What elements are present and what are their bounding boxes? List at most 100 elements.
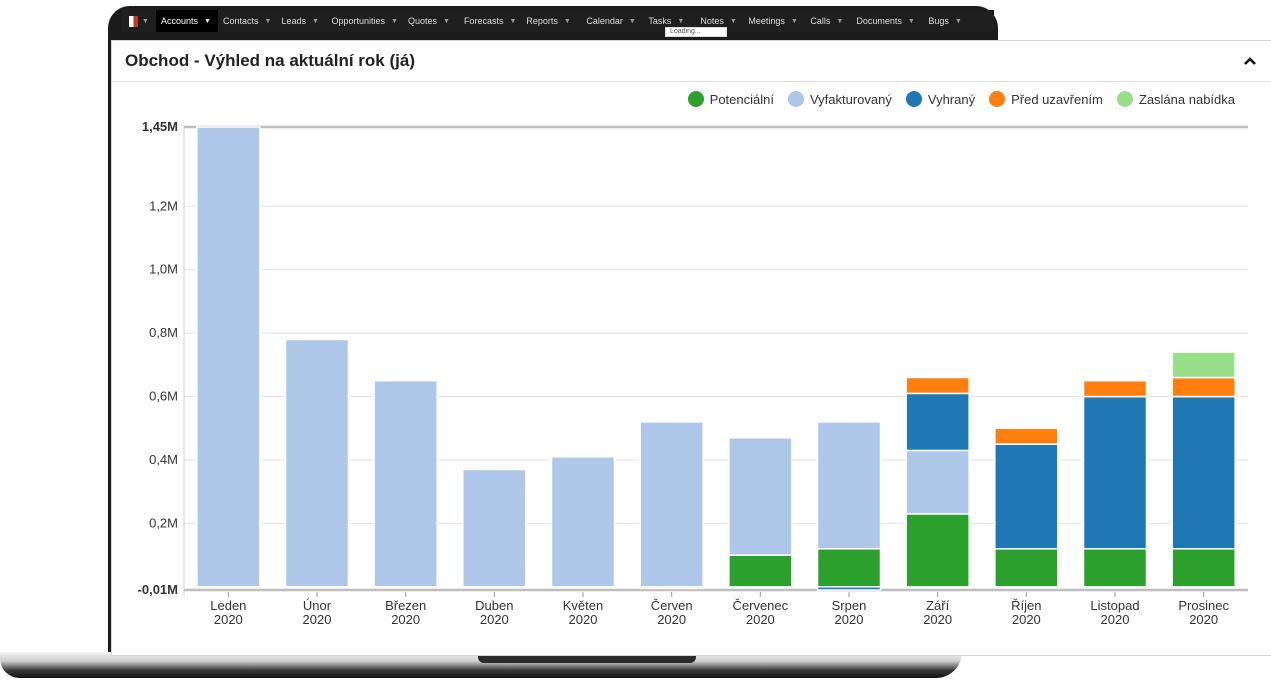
- legend-item[interactable]: Vyfakturovaný: [787, 91, 892, 107]
- chevron-down-icon[interactable]: ▼: [264, 17, 272, 25]
- bar-segment: [1082, 395, 1148, 550]
- nav-item-meetings[interactable]: Meetings ▼: [743, 10, 805, 32]
- nav-item-leads[interactable]: Leads ▼: [276, 10, 326, 32]
- chevron-down-icon[interactable]: ▼: [954, 17, 962, 25]
- nav-item-label: Documents: [856, 16, 902, 26]
- laptop-base: [0, 652, 962, 678]
- legend-dot-icon: [989, 91, 1006, 107]
- bar-segment: [639, 421, 704, 588]
- nav-item-quotes[interactable]: Quotes ▼: [403, 10, 459, 32]
- nav-item-tasks[interactable]: Tasks ▼: [643, 10, 695, 32]
- legend-dot-icon: [687, 91, 704, 107]
- chevron-down-icon[interactable]: ▼: [729, 17, 737, 25]
- bar-segment: [1171, 351, 1236, 379]
- bar-segment: [1082, 548, 1148, 588]
- y-tick-label: 0,2M: [149, 515, 178, 530]
- bar-segment: [462, 468, 527, 588]
- nav-item-label: Meetings: [748, 16, 785, 26]
- y-tick-label: 0,4M: [149, 452, 178, 467]
- y-tick-label: 1,45M: [142, 119, 178, 134]
- legend-label: Vyfakturovaný: [809, 91, 892, 107]
- nav-item-label: Calls: [810, 16, 831, 26]
- legend-item[interactable]: Vyhraný: [905, 91, 976, 107]
- bar-segment: [284, 338, 350, 588]
- chevron-down-icon[interactable]: ▼: [836, 17, 844, 25]
- chevron-down-icon[interactable]: ▼: [509, 17, 517, 25]
- bar-segment: [994, 548, 1059, 588]
- nav-item-label: Notes: [700, 16, 724, 26]
- nav-item-notes[interactable]: Notes ▼: [695, 10, 743, 32]
- chevron-down-icon: ▼: [142, 17, 149, 25]
- nav-item-contacts[interactable]: Contacts ▼: [218, 10, 276, 32]
- bar-segment: [1171, 395, 1236, 550]
- bar-segment: [373, 379, 438, 588]
- x-tick-label: Červenec 2020: [733, 598, 789, 627]
- x-tick-label: Únor 2020: [303, 598, 332, 627]
- nav-item-label: Reports: [526, 16, 558, 26]
- x-tick-label: Duben 2020: [475, 598, 513, 627]
- x-tick-label: Září 2020: [923, 598, 952, 627]
- nav-item-label: Contacts: [223, 16, 259, 26]
- app-logo[interactable]: ▼: [122, 10, 156, 32]
- bar-segment: [905, 449, 970, 515]
- nav-item-label: Leads: [281, 16, 306, 26]
- x-tick-label: Březen 2020: [385, 598, 426, 627]
- top-navigation: ▼ Accounts ▼ Contacts ▼ Leads ▼ Opportunities ▼…: [122, 10, 994, 32]
- nav-item-calls[interactable]: Calls ▼: [805, 10, 851, 32]
- nav-item-forecasts[interactable]: Forecasts ▼: [459, 10, 521, 32]
- forecast-chart: 1,45M 1,2M 1,0M 0,8M 0,6M 0,4M 0,2M -0,01M Leden…: [138, 119, 1248, 627]
- bar-segment: [816, 421, 882, 550]
- legend-dot-icon: [905, 91, 922, 107]
- chart-legend: Potenciální Vyfakturovaný Vyhraný Před uzav…: [687, 91, 1235, 107]
- bar-segment: [816, 586, 882, 591]
- chevron-down-icon[interactable]: ▼: [563, 17, 571, 25]
- legend-dot-icon: [787, 91, 804, 107]
- chevron-down-icon[interactable]: ▼: [391, 17, 398, 25]
- legend-item[interactable]: Zaslána nabídka: [1116, 91, 1235, 107]
- x-tick-label: Srpen 2020: [832, 598, 867, 627]
- chevron-down-icon[interactable]: ▼: [677, 17, 685, 25]
- bar-segment: [639, 586, 704, 590]
- chevron-down-icon[interactable]: ▼: [312, 17, 319, 25]
- chevron-down-icon[interactable]: ▼: [442, 17, 450, 25]
- x-tick-label: Květen 2020: [563, 598, 603, 627]
- bar-segment: [994, 427, 1059, 445]
- y-tick-label: 1,2M: [149, 198, 178, 213]
- nav-item-label: Calendar: [586, 16, 623, 26]
- nav-item-label: Opportunities: [331, 16, 385, 26]
- x-tick-label: Červen 2020: [651, 598, 693, 627]
- collapse-button[interactable]: [1240, 51, 1260, 71]
- y-tick-label: 0,8M: [149, 325, 178, 340]
- bar-segment: [905, 376, 970, 395]
- nav-item-reports[interactable]: Reports ▼: [521, 10, 581, 32]
- nav-item-label: Tasks: [648, 16, 672, 26]
- bar-segment: [728, 437, 793, 556]
- legend-label: Zaslána nabídka: [1138, 91, 1235, 107]
- chevron-down-icon[interactable]: ▼: [204, 17, 211, 25]
- dashlet-title: Obchod - Výhled na aktuální rok (já): [125, 51, 415, 70]
- legend-label: Potenciální: [709, 91, 774, 107]
- x-tick-label: Prosinec 2020: [1178, 598, 1229, 627]
- dashlet-panel: Obchod - Výhled na aktuální rok (já) Pot…: [111, 40, 1271, 656]
- nav-item-documents[interactable]: Documents ▼: [851, 10, 923, 32]
- chevron-up-icon: [1244, 57, 1256, 65]
- legend-label: Vyhraný: [927, 91, 976, 107]
- chevron-down-icon[interactable]: ▼: [628, 17, 636, 25]
- nav-item-accounts[interactable]: Accounts ▼: [156, 10, 218, 32]
- logo-cube-icon: [129, 15, 139, 27]
- chevron-down-icon[interactable]: ▼: [790, 17, 798, 25]
- bar-segment: [1171, 376, 1236, 398]
- bar-segment: [994, 443, 1059, 550]
- legend-item[interactable]: Potenciální: [687, 91, 774, 107]
- nav-item-opportunities[interactable]: Opportunities ▼: [326, 10, 402, 32]
- nav-item-calendar[interactable]: Calendar ▼: [581, 10, 643, 32]
- nav-item-bugs[interactable]: Bugs ▼: [923, 10, 969, 32]
- legend-item[interactable]: Před uzavřením: [989, 91, 1103, 107]
- bar-segment: [728, 554, 793, 588]
- chevron-down-icon[interactable]: ▼: [907, 17, 915, 25]
- nav-item-label: Accounts: [161, 16, 199, 26]
- x-tick-label: Leden 2020: [210, 598, 246, 627]
- laptop-hinge: [478, 654, 696, 663]
- bar-segment: [905, 513, 970, 588]
- bar-segment: [550, 456, 616, 588]
